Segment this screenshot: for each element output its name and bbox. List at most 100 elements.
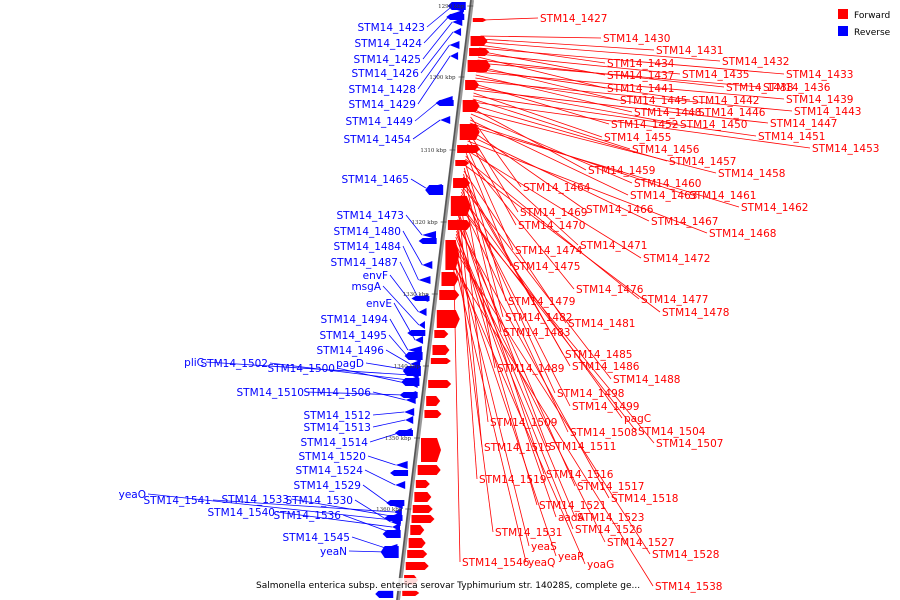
caption-background xyxy=(254,578,644,591)
forward-leader-line xyxy=(476,71,785,100)
forward-gene-label: STM14_1527 xyxy=(607,537,674,549)
forward-gene-label: STM14_1531 xyxy=(495,527,562,539)
reverse-leader-line xyxy=(367,455,396,466)
forward-gene-label: STM14_1430 xyxy=(603,33,670,45)
reverse-leader-line xyxy=(389,274,419,313)
reverse-gene-block xyxy=(411,296,430,301)
forward-gene-label: STM14_1479 xyxy=(508,296,575,308)
forward-leader-line xyxy=(475,77,697,113)
forward-gene-label: STM14_1453 xyxy=(812,143,879,155)
forward-gene-label: STM14_1498 xyxy=(557,388,624,400)
legend-forward-swatch xyxy=(838,9,848,19)
forward-leader-line xyxy=(468,134,650,222)
reverse-gene-label: STM14_1487 xyxy=(331,257,398,269)
reverse-gene-label: pliC xyxy=(184,357,204,369)
reverse-gene-label: pagD xyxy=(336,358,364,370)
forward-leader-line xyxy=(454,245,530,547)
forward-leader-line xyxy=(464,161,507,302)
reverse-gene-block xyxy=(394,430,413,436)
forward-gene-label: STM14_1427 xyxy=(540,13,607,25)
reverse-gene-label: msgA xyxy=(351,281,381,293)
reverse-leader-line xyxy=(388,334,410,359)
forward-gene-label: STM14_1462 xyxy=(741,202,808,214)
forward-gene-label: STM14_1460 xyxy=(634,178,701,190)
forward-leader-line xyxy=(479,44,606,64)
forward-leader-line xyxy=(476,68,691,101)
forward-leader-line xyxy=(465,155,575,290)
forward-leader-line xyxy=(452,263,654,587)
forward-leader-line xyxy=(455,233,576,518)
reverse-gene-label: STM14_1506 xyxy=(304,387,372,399)
forward-leader-line xyxy=(472,98,631,150)
gene-labels: STM14_1427 STM14_1430STM14_1431STM14_1432… xyxy=(119,13,880,593)
forward-gene-label: STM14_1446 xyxy=(698,107,766,119)
reverse-gene-label: yeaO xyxy=(119,489,146,501)
forward-leader-line xyxy=(453,248,651,555)
reverse-gene-block xyxy=(375,590,394,598)
reverse-leader-line xyxy=(305,391,405,396)
forward-gene-label: STM14_1504 xyxy=(638,426,706,438)
forward-leader-line xyxy=(457,218,478,480)
reverse-gene-block xyxy=(382,530,401,538)
forward-leader-line xyxy=(455,236,574,530)
forward-gene-label: STM14_1451 xyxy=(758,131,825,143)
reverse-gene-label: STM14_1541 xyxy=(144,495,211,507)
reverse-gene-label: STM14_1529 xyxy=(294,480,361,492)
reverse-gene-label: STM14_1530 xyxy=(286,495,353,507)
forward-gene-marker xyxy=(470,36,488,46)
reverse-gene-marker xyxy=(453,28,462,36)
forward-gene-label: STM14_1477 xyxy=(641,294,708,306)
caption: Salmonella enterica subsp. enterica sero… xyxy=(256,581,640,591)
forward-leader-line xyxy=(462,179,571,367)
forward-gene-label: STM14_1443 xyxy=(794,106,861,118)
reverse-gene-marker xyxy=(450,52,459,60)
forward-gene-label: STM14_1511 xyxy=(549,441,616,453)
forward-gene-label: aadA xyxy=(558,512,586,524)
reverse-gene-label: STM14_1428 xyxy=(349,84,416,96)
forward-gene-marker xyxy=(408,538,426,548)
forward-leader-line xyxy=(477,62,762,88)
forward-gene-label: STM14_1474 xyxy=(515,245,583,257)
forward-gene-label: STM14_1478 xyxy=(662,307,729,319)
reverse-leader-line xyxy=(365,362,410,371)
forward-leader-line xyxy=(455,239,494,533)
forward-leader-line xyxy=(456,224,610,499)
forward-gene-marker xyxy=(434,330,449,338)
reverse-gene-block xyxy=(380,546,399,558)
forward-leader-line xyxy=(463,167,504,318)
forward-leader-line xyxy=(471,110,717,174)
reverse-leader-line xyxy=(342,514,390,533)
reverse-leader-line xyxy=(412,119,441,140)
reverse-leader-line xyxy=(417,44,450,90)
forward-gene-marker xyxy=(432,345,450,355)
reverse-gene-label: STM14_1520 xyxy=(299,451,366,463)
reverse-leader-line xyxy=(426,7,451,28)
forward-gene-label: STM14_1546 xyxy=(462,557,530,569)
reverse-gene-block xyxy=(386,500,405,506)
gene-markers xyxy=(375,2,491,598)
reverse-gene-label: STM14_1496 xyxy=(317,345,385,357)
reverse-gene-marker xyxy=(422,231,437,239)
forward-gene-label: STM14_1538 xyxy=(655,581,722,593)
forward-leader-line xyxy=(468,128,585,210)
forward-gene-label: STM14_1476 xyxy=(576,284,644,296)
forward-gene-marker xyxy=(469,48,490,56)
genome-axis xyxy=(396,0,472,600)
forward-gene-label: STM14_1463 xyxy=(630,190,697,202)
forward-leader-line xyxy=(482,17,539,21)
reverse-gene-label: envF xyxy=(363,270,388,282)
reverse-leader-line xyxy=(276,511,393,528)
forward-leader-line xyxy=(480,35,602,39)
reverse-gene-block xyxy=(425,185,444,195)
forward-gene-label: STM14_1526 xyxy=(575,524,643,536)
forward-leader-line xyxy=(460,191,571,407)
forward-gene-marker xyxy=(402,590,420,596)
forward-gene-label: STM14_1516 xyxy=(546,469,614,481)
reverse-gene-label: STM14_1484 xyxy=(334,241,402,253)
forward-gene-marker xyxy=(462,100,480,112)
forward-leader-line xyxy=(457,215,545,475)
forward-gene-marker xyxy=(405,562,429,570)
reverse-gene-marker xyxy=(449,41,460,49)
forward-gene-marker xyxy=(465,80,480,90)
